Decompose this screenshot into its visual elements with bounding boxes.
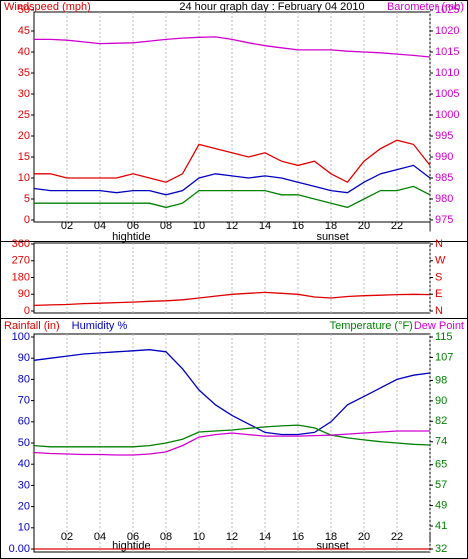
x-tick-label: 10 <box>193 220 205 232</box>
series-line <box>34 36 431 58</box>
plot-area <box>33 242 431 314</box>
y-tick-label: 0 <box>24 305 30 317</box>
y2-tick-label: 107 <box>435 351 453 363</box>
y-tick-label: 30 <box>18 88 30 100</box>
series-line <box>34 139 431 184</box>
series-line <box>33 349 431 436</box>
y2-tick-label: 57 <box>435 479 447 491</box>
series-line <box>33 430 430 456</box>
y2-tick-label: 1005 <box>435 88 459 100</box>
y2-tick-label: 65 <box>435 459 447 471</box>
x-tick-label: 12 <box>226 220 238 232</box>
y-tick-label: 40 <box>18 46 30 58</box>
y2-tick-label: 995 <box>435 130 453 142</box>
y-tick-label: 270 <box>12 255 30 267</box>
y-tick-label: 90 <box>18 352 30 364</box>
y-tick-label: 30 <box>18 479 30 491</box>
y-tick-label: 40 <box>18 458 30 470</box>
y-tick-label: 50 <box>18 437 30 449</box>
x-tick-label: 02 <box>61 531 73 543</box>
y2-tick-label: 1000 <box>435 109 459 121</box>
y-tick-label: 90 <box>18 288 30 300</box>
y-tick-label: 50 <box>18 4 30 16</box>
y-tick-label: 0 <box>24 214 30 226</box>
y2-tick-label: 82 <box>435 415 447 427</box>
y2-axis-label: Barometer (mb) <box>387 1 464 13</box>
annotation: sunset <box>316 540 348 552</box>
x-tick-label: | <box>429 220 432 232</box>
series-line <box>33 164 431 196</box>
y-axis-label: Windspeed (mph) <box>4 1 91 13</box>
y-tick-label: 10 <box>18 172 30 184</box>
x-tick-label: 06 <box>127 220 139 232</box>
annotation: hightide <box>112 540 151 552</box>
y2-tick-label: 74 <box>435 436 447 448</box>
annotation: sunset <box>316 231 348 243</box>
y-tick-label: 10 <box>18 522 30 534</box>
y-axis-label: Humidity % <box>72 320 128 332</box>
x-tick-label: 12 <box>226 531 238 543</box>
x-tick-label: 08 <box>160 531 172 543</box>
y2-tick-label: 985 <box>435 172 453 184</box>
x-tick-label: 16 <box>292 531 304 543</box>
x-tick-label: 18 <box>325 220 337 232</box>
y-tick-label: 70 <box>18 395 30 407</box>
y-tick-label: 15 <box>18 151 30 163</box>
series-line <box>33 424 431 448</box>
y2-tick-label: 98 <box>435 374 447 386</box>
series-line <box>33 291 431 307</box>
annotation: hightide <box>112 231 151 243</box>
chart-title: 24 hour graph day : February 04 2010 <box>179 1 364 13</box>
y2-tick-label: 1020 <box>435 25 459 37</box>
series-line <box>34 185 431 209</box>
x-tick-label: 02 <box>61 220 73 232</box>
y-tick-label: 45 <box>18 25 30 37</box>
y2-tick-label: E <box>435 288 442 300</box>
y2-tick-label: W <box>435 255 446 267</box>
y-tick-label: 0.00 <box>9 543 30 555</box>
x-tick-label: 22 <box>391 220 403 232</box>
x-tick-label: 22 <box>391 531 403 543</box>
y2-tick-label: 41 <box>435 520 447 532</box>
x-tick-label: 04 <box>94 531 106 543</box>
x-tick-label: 10 <box>193 531 205 543</box>
y2-tick-label: 980 <box>435 193 453 205</box>
x-tick-label: 08 <box>160 220 172 232</box>
y2-tick-label: 1025 <box>435 4 459 16</box>
y2-tick-label: 32 <box>435 543 447 555</box>
y-tick-label: 360 <box>12 238 30 250</box>
y-tick-label: 25 <box>18 109 30 121</box>
y-tick-label: 35 <box>18 67 30 79</box>
x-tick-label: 06 <box>127 531 139 543</box>
x-tick-label: 20 <box>358 220 370 232</box>
x-tick-label: 18 <box>325 531 337 543</box>
x-tick-label: 16 <box>292 220 304 232</box>
y-tick-label: 5 <box>24 193 30 205</box>
x-tick-label: | <box>429 531 432 543</box>
y2-tick-label: S <box>435 271 442 283</box>
y-tick-label: 20 <box>18 501 30 513</box>
y2-tick-label: 115 <box>435 331 453 343</box>
x-tick-label: 14 <box>259 531 271 543</box>
y2-tick-label: 49 <box>435 499 447 511</box>
y2-tick-label: 990 <box>435 151 453 163</box>
y-axis-label: Rainfall (in) <box>4 320 60 332</box>
y-tick-label: 20 <box>18 130 30 142</box>
y-tick-label: 80 <box>18 373 30 385</box>
x-tick-label: 04 <box>94 220 106 232</box>
y2-tick-label: 1015 <box>435 46 459 58</box>
y-tick-label: 60 <box>18 416 30 428</box>
y2-tick-label: 975 <box>435 214 453 226</box>
y2-tick-label: N <box>435 305 443 317</box>
y-tick-label: 100 <box>12 331 30 343</box>
y-tick-label: 180 <box>12 271 30 283</box>
y2-tick-label: 1010 <box>435 67 459 79</box>
y2-axis-label: Temperature (°F) <box>330 320 413 332</box>
y2-tick-label: N <box>435 238 443 250</box>
y2-axis-label: Dew Point <box>414 320 464 332</box>
x-tick-label: 20 <box>358 531 370 543</box>
x-tick-label: 14 <box>259 220 271 232</box>
y2-tick-label: 90 <box>435 395 447 407</box>
